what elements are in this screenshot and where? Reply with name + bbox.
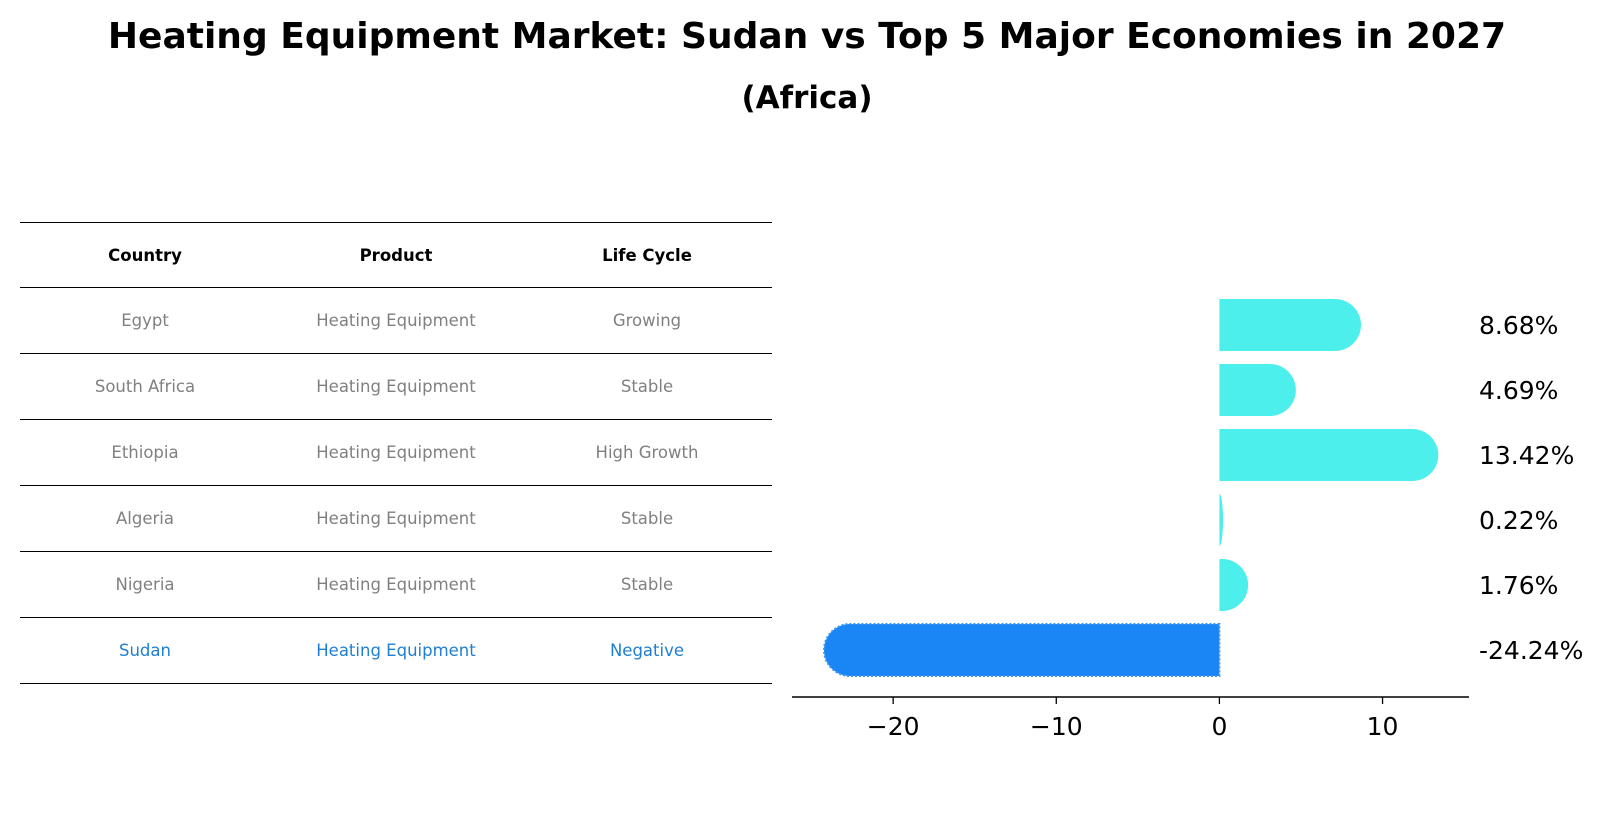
- life-cycle-cell: High Growth: [595, 443, 699, 462]
- life-cycle-cell: Stable: [620, 509, 674, 528]
- product-cell: Heating Equipment: [316, 509, 476, 528]
- data-label: -24.24%: [1479, 636, 1583, 665]
- header-product: Product: [359, 245, 433, 265]
- table-header-row: Country Product Life Cycle: [20, 222, 772, 288]
- market-table: Country Product Life Cycle Egypt Heating…: [20, 222, 772, 684]
- table-row: South Africa Heating Equipment Stable: [20, 354, 772, 420]
- life-cycle-cell: Stable: [620, 377, 674, 396]
- data-label: 0.22%: [1479, 506, 1558, 535]
- x-tick-label: 10: [1367, 712, 1399, 741]
- country-cell: South Africa: [94, 377, 196, 396]
- life-cycle-cell: Negative: [609, 641, 685, 660]
- table-row: Nigeria Heating Equipment Stable: [20, 552, 772, 618]
- x-tick-label: −20: [867, 712, 920, 741]
- data-label: 1.76%: [1479, 571, 1558, 600]
- bar-sudan: [822, 623, 1221, 677]
- bar-south-africa: [1219, 364, 1296, 416]
- product-cell: Heating Equipment: [316, 377, 476, 396]
- bar-egypt: [1219, 299, 1362, 351]
- x-tick-label: −10: [1030, 712, 1083, 741]
- chart-title: Heating Equipment Market: Sudan vs Top 5…: [107, 16, 1507, 57]
- data-label: 4.69%: [1479, 376, 1558, 405]
- header-life-cycle: Life Cycle: [602, 245, 692, 265]
- bar-algeria: [1219, 494, 1223, 546]
- x-tick-label: 0: [1211, 712, 1227, 741]
- table-row: Ethiopia Heating Equipment High Growth: [20, 420, 772, 486]
- bar-ethiopia: [1219, 429, 1439, 481]
- product-cell: Heating Equipment: [316, 443, 476, 462]
- product-cell: Heating Equipment: [316, 575, 476, 594]
- product-cell: Heating Equipment: [316, 641, 476, 660]
- life-cycle-cell: Growing: [612, 311, 682, 330]
- country-cell: Ethiopia: [111, 443, 179, 462]
- bar-nigeria: [1219, 559, 1249, 611]
- country-cell: Egypt: [121, 311, 169, 330]
- country-cell: Nigeria: [115, 575, 175, 594]
- country-cell: Sudan: [119, 641, 171, 660]
- life-cycle-cell: Stable: [620, 575, 674, 594]
- product-cell: Heating Equipment: [316, 311, 476, 330]
- header-country: Country: [108, 245, 182, 265]
- table-row: Algeria Heating Equipment Stable: [20, 486, 772, 552]
- table-row-highlight: Sudan Heating Equipment Negative: [20, 618, 772, 684]
- data-label: 8.68%: [1479, 311, 1558, 340]
- data-label: 13.42%: [1479, 441, 1574, 470]
- chart-subtitle: (Africa): [741, 80, 873, 116]
- country-cell: Algeria: [116, 509, 174, 528]
- table-row: Egypt Heating Equipment Growing: [20, 288, 772, 354]
